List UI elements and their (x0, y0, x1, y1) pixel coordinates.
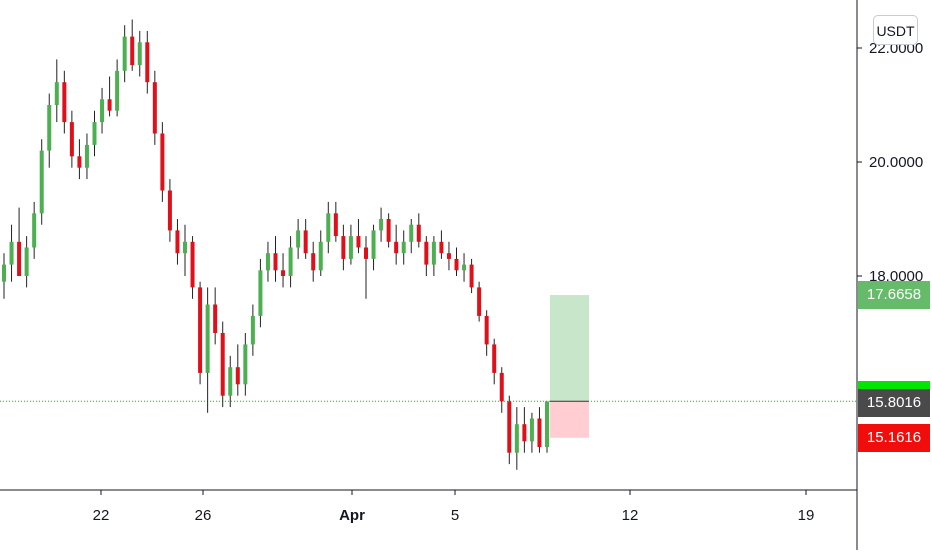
candle-body (477, 287, 482, 316)
stop-price-label: 15.1616 (858, 423, 930, 452)
candle-body (32, 213, 37, 248)
candle-body (160, 133, 165, 191)
candle-body (47, 105, 52, 151)
candle-body (545, 401, 549, 447)
target-price-label: 17.6658 (858, 281, 930, 310)
candle-body (213, 304, 218, 333)
candle-body (379, 219, 384, 231)
candle-body (77, 156, 82, 168)
candle-body (183, 241, 187, 254)
candle-body (9, 241, 14, 265)
candle-body (431, 241, 436, 265)
candle-body (62, 82, 67, 123)
candle-body (54, 82, 59, 105)
candle-body (228, 367, 233, 396)
candle-body (205, 304, 210, 373)
candle-body (107, 99, 112, 111)
candle-body (318, 241, 323, 271)
candle-body (167, 190, 172, 231)
candle-body (499, 372, 504, 402)
candle-body (17, 241, 22, 276)
candle-body (152, 82, 157, 134)
candle-body (273, 253, 278, 271)
candle-body (514, 424, 519, 453)
candle-body (137, 42, 142, 66)
candle-body (446, 253, 451, 259)
candle-body (296, 230, 301, 248)
candle-body (507, 401, 512, 453)
y-tick-label: 20.0000 (869, 154, 923, 171)
candle-body (416, 224, 421, 242)
candle-body (424, 241, 429, 265)
candle-body (326, 213, 331, 242)
candle-body (115, 70, 120, 111)
candle-body (454, 258, 459, 271)
candle-body (348, 236, 353, 259)
candle-body (2, 264, 6, 282)
candle-body (469, 264, 474, 288)
candle-body (288, 247, 293, 276)
candle-body (484, 315, 489, 345)
candle-body (265, 253, 270, 271)
candle-body (122, 36, 127, 71)
candle-body (69, 122, 74, 157)
x-tick-label: 12 (622, 507, 639, 524)
candle-body (462, 264, 467, 271)
candle-body (250, 315, 255, 345)
x-tick-label: Apr (339, 507, 365, 524)
candle-body (24, 247, 29, 276)
candle-body (341, 236, 346, 259)
candle-body (258, 270, 263, 316)
candle-body (220, 333, 225, 396)
candle-body (39, 150, 44, 214)
candle-body (333, 213, 338, 237)
candle-body (401, 241, 406, 254)
candle-body (356, 236, 361, 248)
candle-body (409, 224, 414, 242)
candle-body (529, 418, 534, 442)
candle-body (235, 367, 240, 385)
candle-body (92, 122, 97, 145)
candle-body (371, 230, 376, 259)
candle-body (84, 144, 89, 168)
candle-body (281, 270, 286, 276)
x-tick-label: 22 (93, 507, 110, 524)
candle-body (175, 230, 180, 254)
target-zone (550, 295, 589, 402)
current-price-label: 15.8016 (858, 389, 930, 418)
y-tick-label: 18.0000 (869, 268, 923, 285)
x-tick-label: 19 (798, 507, 815, 524)
candle-body (198, 287, 203, 373)
candle-body (130, 36, 135, 66)
candle-body (439, 241, 444, 254)
candle-body (364, 247, 368, 259)
candle-body (190, 241, 195, 288)
candle-body (492, 344, 497, 373)
candle-body (145, 42, 150, 83)
candle-body (100, 99, 105, 123)
candle-body (303, 230, 308, 254)
candle-body (386, 219, 391, 242)
candle-body (522, 424, 527, 442)
candle-body (311, 253, 316, 271)
currency-unit-badge[interactable]: USDT (873, 15, 918, 45)
x-tick-label: 26 (195, 507, 212, 524)
x-tick-label: 5 (451, 507, 459, 524)
candle-body (394, 241, 399, 254)
candle-body (537, 418, 542, 447)
candle-body (243, 344, 248, 385)
stop-zone (550, 401, 589, 438)
current-price-flag (858, 381, 930, 390)
